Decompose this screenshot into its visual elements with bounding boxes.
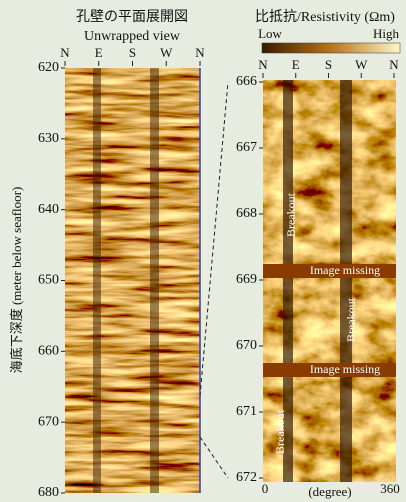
compass-label: E xyxy=(292,57,300,72)
compass-label: N xyxy=(195,45,205,60)
missing-band xyxy=(263,264,396,278)
colorbar xyxy=(261,42,401,54)
breakout-traces xyxy=(93,68,159,493)
x-start: 0 xyxy=(262,481,269,496)
unwrapped-image xyxy=(65,68,200,493)
annotation: Image missing xyxy=(310,362,380,376)
depth-tick-label: 666 xyxy=(236,74,257,89)
x-label: (degree) xyxy=(308,484,351,499)
zoom-lines xyxy=(199,81,229,479)
breakout-traces-right xyxy=(283,80,352,482)
annotation: Image missing xyxy=(310,263,380,277)
depth-tick-label: 669 xyxy=(236,272,257,287)
compass-label: N xyxy=(258,57,268,72)
depth-tick-label: 667 xyxy=(236,140,257,155)
depth-tick-label: 670 xyxy=(236,338,257,353)
depth-axis-label: 海底下深度 (meter below seafloor) xyxy=(9,187,24,374)
colorbar-low: Low xyxy=(258,26,282,41)
colorbar-high: High xyxy=(373,26,400,41)
depth-tick-label: 670 xyxy=(38,414,59,429)
compass-label: W xyxy=(355,57,368,72)
depth-tick-label: 640 xyxy=(38,202,59,217)
compass-label: N xyxy=(389,57,399,72)
left-title: 孔壁の平面展開図 xyxy=(76,9,188,25)
compass-label: N xyxy=(60,45,70,60)
depth-tick-label: 660 xyxy=(38,344,59,359)
depth-tick-label: 680 xyxy=(38,485,59,500)
right-title: 比抵抗/Resistivity (Ωm) xyxy=(255,9,395,25)
compass-label: E xyxy=(95,45,103,60)
depth-tick-label: 630 xyxy=(38,131,59,146)
depth-tick-label: 650 xyxy=(38,273,59,288)
compass-label: S xyxy=(325,57,332,72)
compass-label: W xyxy=(160,45,173,60)
depth-tick-label: 668 xyxy=(236,206,257,221)
compass-label: S xyxy=(129,45,136,60)
left-subtitle: Unwrapped view xyxy=(84,29,181,44)
depth-tick-label: 671 xyxy=(236,404,257,419)
depth-tick-label: 672 xyxy=(236,470,257,485)
missing-band xyxy=(263,363,396,377)
annotation: Breakout xyxy=(284,192,298,237)
annotation: Breakout xyxy=(344,297,358,342)
x-end: 360 xyxy=(380,481,400,496)
depth-tick-label: 620 xyxy=(38,60,59,75)
annotation: Breakout xyxy=(273,409,287,454)
